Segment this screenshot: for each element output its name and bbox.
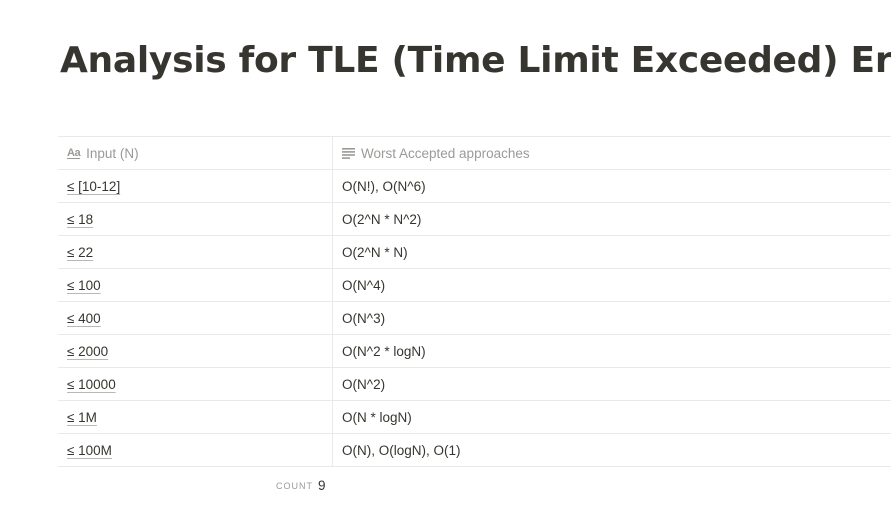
input-cell[interactable]: ≤ 1M	[58, 401, 333, 433]
table-row[interactable]: ≤ 10000 O(N^2)	[58, 368, 891, 401]
table-row[interactable]: ≤ 2000 O(N^2 * logN)	[58, 335, 891, 368]
table-header-row: Aa Input (N) Worst Accepted approaches	[58, 136, 891, 170]
input-cell[interactable]: ≤ [10-12]	[58, 170, 333, 202]
approach-value: O(2^N * N^2)	[342, 211, 422, 227]
approach-value: O(N^4)	[342, 277, 386, 293]
table-count[interactable]: COUNT 9	[276, 478, 326, 493]
approach-value: O(N^2)	[342, 376, 386, 392]
approach-value: O(N * logN)	[342, 409, 412, 425]
text-property-icon	[342, 147, 355, 159]
approach-cell[interactable]: O(N^3)	[333, 302, 891, 334]
approach-cell[interactable]: O(N^2)	[333, 368, 891, 400]
input-cell[interactable]: ≤ 10000	[58, 368, 333, 400]
input-value[interactable]: ≤ 10000	[67, 376, 116, 392]
table-row[interactable]: ≤ [10-12] O(N!), O(N^6)	[58, 170, 891, 203]
approach-cell[interactable]: O(N * logN)	[333, 401, 891, 433]
input-value[interactable]: ≤ 22	[67, 244, 94, 260]
input-value[interactable]: ≤ 400	[67, 310, 101, 326]
input-value[interactable]: ≤ 2000	[67, 343, 109, 359]
approach-cell[interactable]: O(2^N * N)	[333, 236, 891, 268]
input-cell[interactable]: ≤ 100M	[58, 434, 333, 466]
input-value[interactable]: ≤ [10-12]	[67, 178, 121, 194]
approach-cell[interactable]: O(2^N * N^2)	[333, 203, 891, 235]
input-cell[interactable]: ≤ 2000	[58, 335, 333, 367]
approach-cell[interactable]: O(N!), O(N^6)	[333, 170, 891, 202]
count-value: 9	[318, 478, 326, 493]
approach-value: O(N), O(logN), O(1)	[342, 442, 461, 458]
input-value[interactable]: ≤ 18	[67, 211, 94, 227]
input-value[interactable]: ≤ 100M	[67, 442, 112, 458]
input-cell[interactable]: ≤ 400	[58, 302, 333, 334]
column-header-label: Worst Accepted approaches	[361, 145, 530, 161]
input-value[interactable]: ≤ 1M	[67, 409, 97, 425]
approach-cell[interactable]: O(N), O(logN), O(1)	[333, 434, 891, 466]
table-row[interactable]: ≤ 18 O(2^N * N^2)	[58, 203, 891, 236]
approach-value: O(N^3)	[342, 310, 386, 326]
column-header-label: Input (N)	[86, 145, 139, 161]
column-header-input[interactable]: Aa Input (N)	[58, 137, 333, 169]
database-table: Aa Input (N) Worst Accepted approaches ≤…	[58, 136, 891, 467]
count-label: COUNT	[276, 480, 313, 491]
approach-value: O(2^N * N)	[342, 244, 408, 260]
input-value[interactable]: ≤ 100	[67, 277, 101, 293]
column-header-approaches[interactable]: Worst Accepted approaches	[333, 137, 891, 169]
approach-cell[interactable]: O(N^4)	[333, 269, 891, 301]
approach-cell[interactable]: O(N^2 * logN)	[333, 335, 891, 367]
table-row[interactable]: ≤ 1M O(N * logN)	[58, 401, 891, 434]
input-cell[interactable]: ≤ 22	[58, 236, 333, 268]
table-row[interactable]: ≤ 100 O(N^4)	[58, 269, 891, 302]
table-body: ≤ [10-12] O(N!), O(N^6) ≤ 18 O(2^N * N^2) ≤ …	[58, 170, 891, 467]
input-cell[interactable]: ≤ 18	[58, 203, 333, 235]
input-cell[interactable]: ≤ 100	[58, 269, 333, 301]
approach-value: O(N!), O(N^6)	[342, 178, 426, 194]
title-property-icon: Aa	[67, 147, 81, 159]
table-row[interactable]: ≤ 22 O(2^N * N)	[58, 236, 891, 269]
table-row[interactable]: ≤ 400 O(N^3)	[58, 302, 891, 335]
page-title[interactable]: Analysis for TLE (Time Limit Exceeded) E…	[60, 40, 891, 81]
approach-value: O(N^2 * logN)	[342, 343, 426, 359]
table-row[interactable]: ≤ 100M O(N), O(logN), O(1)	[58, 434, 891, 467]
